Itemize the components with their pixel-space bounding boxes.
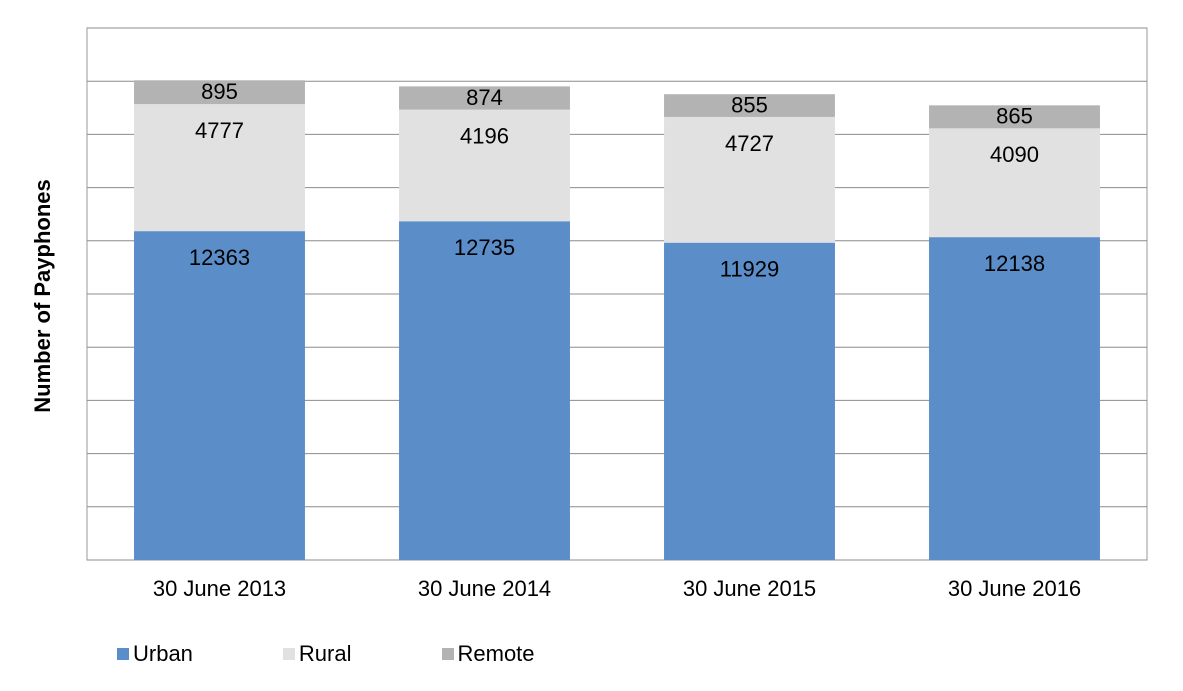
data-label-remote-1: 895 (201, 79, 238, 104)
x-tick-label-4: 30 June 2016 (948, 576, 1081, 601)
bar-remote-4 (929, 105, 1100, 129)
data-label-urban-2: 12735 (454, 235, 515, 260)
legend-label-remote: Remote (457, 641, 535, 666)
bar-rural-3 (664, 116, 835, 243)
bar-remote-2 (399, 86, 570, 110)
bar-remote-3 (664, 94, 835, 117)
legend-item-rural: Rural (282, 641, 352, 667)
legend-swatch-remote (441, 648, 454, 660)
legend-label-urban: Urban (133, 641, 193, 666)
bars-layer (134, 80, 1100, 560)
bar-rural-1 (134, 104, 305, 232)
x-axis-tick-labels: 30 June 2013 30 June 2014 30 June 2015 30 J… (153, 576, 1081, 601)
legend-label-rural: Rural (298, 641, 352, 666)
data-label-urban-3: 11929 (720, 257, 780, 282)
bar-urban-1 (134, 231, 305, 560)
legend-item-urban: Urban (117, 641, 193, 667)
y-axis-label: Number of Payphones (30, 179, 55, 412)
bar-urban-2 (399, 221, 570, 560)
data-label-rural-4: 4090 (990, 142, 1039, 167)
data-label-rural-1: 4777 (195, 118, 244, 143)
data-label-urban-4: 12138 (984, 251, 1045, 276)
legend-swatch-urban (117, 648, 129, 660)
bar-urban-4 (929, 237, 1100, 560)
data-label-rural-3: 4727 (725, 131, 774, 156)
bar-rural-2 (399, 109, 570, 222)
x-tick-label-3: 30 June 2015 (683, 576, 816, 601)
data-label-urban-1: 12363 (189, 245, 250, 270)
legend-swatch-rural (282, 648, 295, 660)
data-label-remote-2: 874 (466, 85, 503, 110)
legend: Urban Rural Remote (117, 641, 535, 667)
data-label-remote-3: 855 (731, 92, 768, 117)
bar-remote-1 (134, 80, 305, 105)
x-tick-label-1: 30 June 2013 (153, 576, 286, 601)
data-label-rural-2: 4196 (460, 123, 509, 148)
legend-item-remote: Remote (441, 641, 535, 667)
data-label-remote-4: 865 (996, 104, 1033, 129)
bar-urban-3 (664, 242, 835, 560)
x-tick-label-2: 30 June 2014 (418, 576, 551, 601)
bar-rural-4 (929, 128, 1100, 238)
data-labels-layer: 12363 4777 895 12735 4196 874 11929 4727 855 1213… (189, 79, 1045, 282)
